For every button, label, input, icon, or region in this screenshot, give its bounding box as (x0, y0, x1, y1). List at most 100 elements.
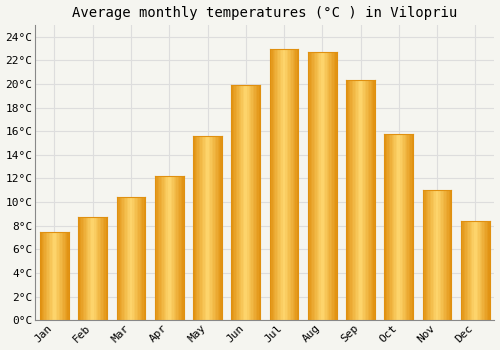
Bar (134, 197, 136, 320)
Bar (400, 134, 402, 320)
Bar (199, 136, 200, 320)
Bar (430, 190, 432, 320)
Bar (408, 134, 409, 320)
Bar (196, 136, 198, 320)
Bar (372, 80, 374, 320)
Bar (130, 197, 131, 320)
Bar (350, 80, 352, 320)
Bar (437, 190, 438, 320)
Bar (210, 136, 212, 320)
Bar (97, 217, 98, 320)
Bar (433, 190, 434, 320)
Bar (159, 176, 160, 320)
Bar (398, 134, 399, 320)
Bar (312, 52, 314, 320)
Bar (233, 85, 234, 320)
Bar (389, 134, 390, 320)
Bar (314, 52, 315, 320)
Bar (254, 85, 256, 320)
Bar (138, 197, 140, 320)
Bar (404, 134, 406, 320)
Bar (132, 197, 134, 320)
Bar (213, 136, 214, 320)
Bar (78, 217, 80, 320)
Bar (234, 85, 236, 320)
Bar (124, 197, 125, 320)
Bar (370, 80, 372, 320)
Bar (294, 49, 296, 320)
Bar (204, 136, 206, 320)
Bar (243, 85, 244, 320)
Bar (58, 232, 59, 320)
Bar (311, 52, 312, 320)
Bar (409, 134, 410, 320)
Bar (248, 85, 250, 320)
Bar (366, 80, 368, 320)
Bar (208, 136, 209, 320)
Bar (464, 221, 466, 320)
Bar (156, 176, 158, 320)
Bar (175, 176, 176, 320)
Bar (158, 176, 159, 320)
Bar (484, 221, 486, 320)
Bar (328, 52, 330, 320)
Bar (471, 221, 472, 320)
Bar (462, 221, 464, 320)
Bar (296, 49, 297, 320)
Bar (272, 49, 274, 320)
Bar (352, 80, 354, 320)
Bar (160, 176, 162, 320)
Bar (482, 221, 484, 320)
Bar (136, 197, 138, 320)
Bar (242, 85, 243, 320)
Bar (258, 85, 260, 320)
Bar (348, 80, 349, 320)
Bar (315, 52, 316, 320)
Bar (412, 134, 413, 320)
Bar (194, 136, 196, 320)
Bar (256, 85, 257, 320)
Bar (287, 49, 288, 320)
Bar (88, 217, 90, 320)
Bar (202, 136, 203, 320)
Bar (66, 232, 68, 320)
Bar (354, 80, 355, 320)
Bar (321, 52, 322, 320)
Bar (472, 221, 474, 320)
Bar (335, 52, 336, 320)
Bar (203, 136, 204, 320)
Bar (444, 190, 446, 320)
Bar (40, 232, 42, 320)
Bar (292, 49, 294, 320)
Bar (169, 176, 170, 320)
Bar (403, 134, 404, 320)
Bar (297, 49, 298, 320)
Bar (434, 190, 436, 320)
Bar (60, 232, 62, 320)
Bar (164, 176, 165, 320)
Bar (104, 217, 106, 320)
Bar (476, 221, 478, 320)
Bar (436, 190, 437, 320)
Bar (121, 197, 122, 320)
Bar (43, 232, 44, 320)
Bar (428, 190, 430, 320)
Bar (481, 221, 482, 320)
Bar (392, 134, 393, 320)
Bar (44, 232, 46, 320)
Bar (82, 217, 84, 320)
Bar (478, 221, 480, 320)
Bar (427, 190, 428, 320)
Bar (166, 176, 168, 320)
Bar (470, 221, 471, 320)
Bar (52, 232, 53, 320)
Bar (54, 232, 56, 320)
Bar (346, 80, 348, 320)
Bar (386, 134, 388, 320)
Bar (362, 80, 364, 320)
Bar (422, 190, 424, 320)
Bar (238, 85, 240, 320)
Bar (355, 80, 356, 320)
Bar (237, 85, 238, 320)
Bar (374, 80, 375, 320)
